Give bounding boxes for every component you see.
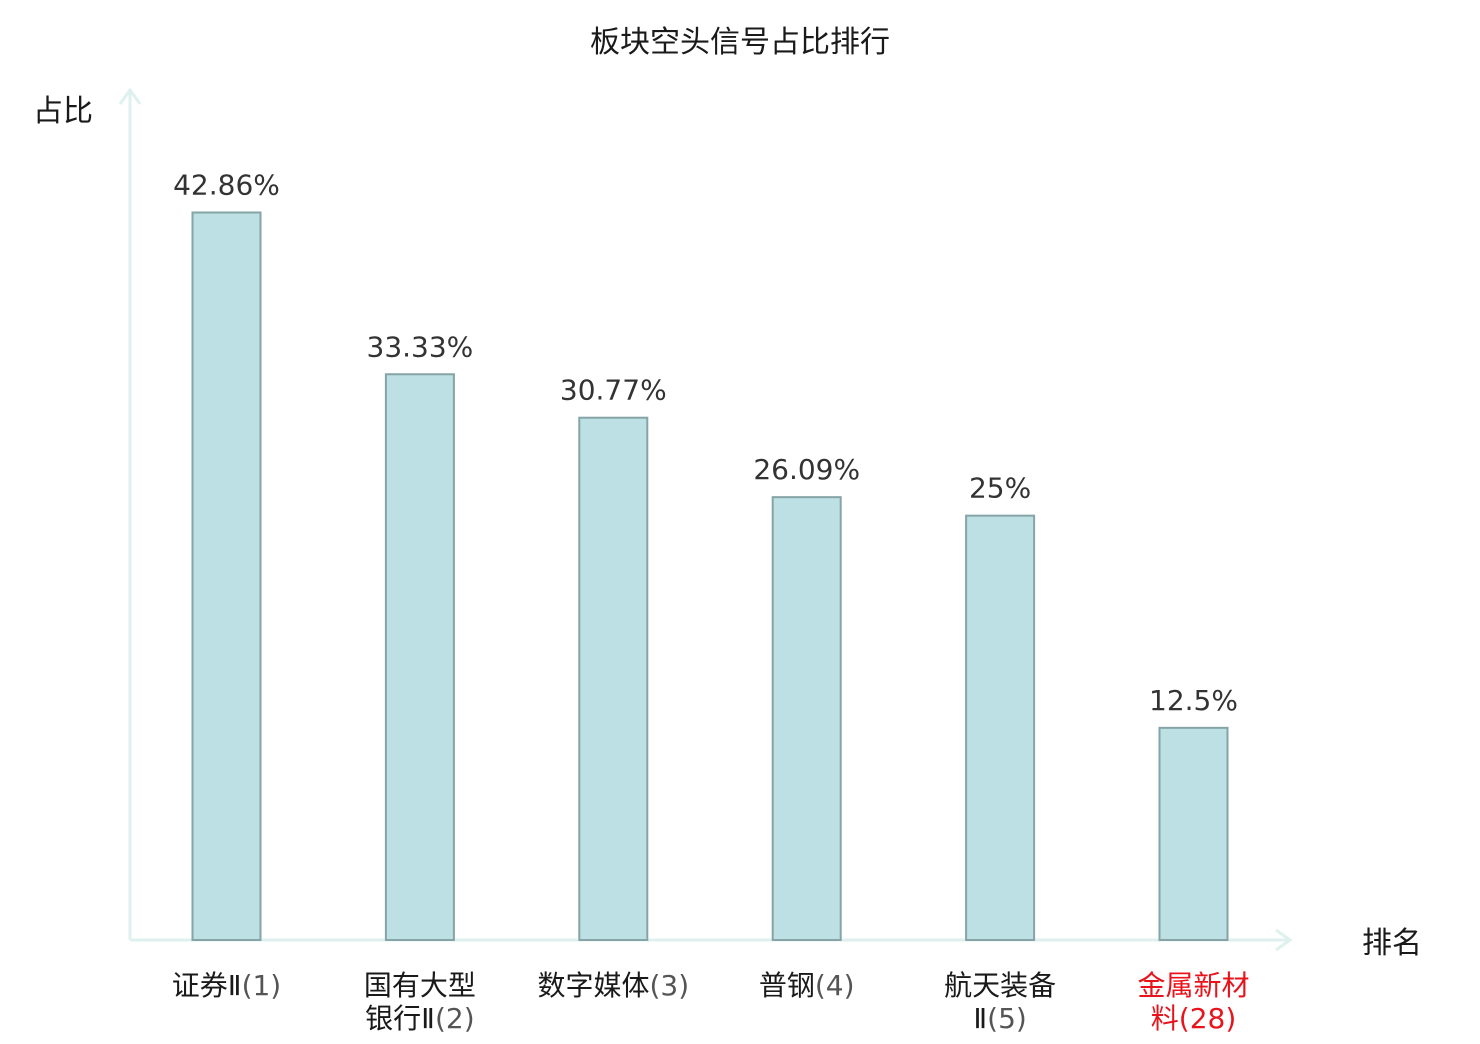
bar-value-label: 12.5% [1149,684,1238,717]
category-rank: (3) [649,969,689,1002]
bar-value-label: 26.09% [753,453,860,486]
bar [771,496,842,941]
x-axis-label: 排名 [1362,926,1422,961]
x-tick-label-line: 银行Ⅱ(2) [365,1002,474,1035]
bar [191,211,262,941]
axes [118,87,1293,952]
x-tick-label: 数字媒体(3) [537,969,689,1002]
category-name: 证券Ⅱ [172,969,242,1002]
x-axis-arrow [1275,928,1293,952]
category-name: Ⅱ [973,1002,987,1035]
bar-value-label: 33.33% [367,330,474,363]
bar [578,416,649,942]
bars [191,211,1229,942]
x-tick-label-line: Ⅱ(5) [973,1002,1026,1035]
x-tick-label-line: 普钢(4) [759,969,855,1002]
x-tick-label-line: 料(28) [1151,1002,1237,1035]
category-rank: (5) [987,1002,1027,1035]
category-rank: (1) [242,969,282,1002]
category-rank: (28) [1179,1002,1236,1035]
x-tick-label-line: 航天装备 [944,969,1056,1002]
bar [965,514,1036,941]
category-name: 普钢 [759,969,815,1002]
x-tick-label: 证券Ⅱ(1) [172,969,281,1002]
category-name: 国有大型 [364,969,476,1002]
bar-value-label: 30.77% [560,374,667,407]
x-tick-label-line: 数字媒体(3) [537,969,689,1002]
category-name: 银行Ⅱ [365,1002,435,1035]
y-axis-label: 占比 [33,94,93,129]
category-name: 航天装备 [944,969,1056,1002]
bar-value-label: 42.86% [173,169,280,202]
category-name: 料 [1151,1002,1179,1035]
chart-title: 板块空头信号占比排行 [590,25,890,60]
category-name: 数字媒体 [537,969,649,1002]
category-rank: (4) [815,969,855,1002]
bar-value-label: 25% [969,472,1031,505]
category-rank: (2) [435,1002,475,1035]
x-tick-label-line: 国有大型 [364,969,476,1002]
value-labels: 42.86% 33.33% 30.77% 26.09% 25% 12.5% [173,169,1238,717]
x-tick-label: 普钢(4) [759,969,855,1002]
bar [1158,726,1229,942]
x-tick-label-line: 金属新材 [1137,969,1249,1002]
bar [384,373,455,941]
y-axis-arrow [118,87,142,105]
x-tick-label-line: 证券Ⅱ(1) [172,969,281,1002]
category-name: 金属新材 [1137,969,1249,1002]
